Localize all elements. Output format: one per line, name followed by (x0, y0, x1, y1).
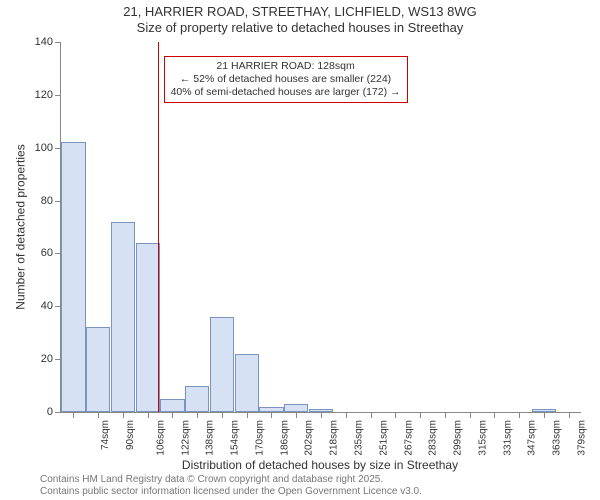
x-tick (73, 412, 74, 418)
x-tick-label: 251sqm (378, 420, 389, 456)
chart-title-line1: 21, HARRIER ROAD, STREETHAY, LICHFIELD, … (0, 4, 600, 20)
y-tick-label: 80 (23, 195, 53, 207)
chart-title-line2: Size of property relative to detached ho… (0, 20, 600, 35)
x-tick (445, 412, 446, 418)
x-tick-label: 90sqm (125, 420, 136, 450)
x-tick-label: 299sqm (453, 420, 464, 456)
footer-attribution: Contains HM Land Registry data © Crown c… (40, 474, 580, 498)
x-tick (494, 412, 495, 418)
histogram-bar (111, 222, 135, 412)
y-tick (55, 359, 61, 360)
x-tick-label: 106sqm (155, 420, 166, 456)
y-tick (55, 201, 61, 202)
x-tick-label: 267sqm (403, 420, 414, 456)
histogram-bar (185, 386, 209, 412)
x-tick-label: 138sqm (205, 420, 216, 456)
y-tick-label: 20 (23, 353, 53, 365)
x-axis-title: Distribution of detached houses by size … (60, 458, 580, 472)
y-tick (55, 412, 61, 413)
y-tick-label: 40 (23, 300, 53, 312)
x-tick-label: 283sqm (428, 420, 439, 456)
x-tick (222, 412, 223, 418)
x-tick-label: 74sqm (100, 420, 111, 450)
histogram-bar (136, 243, 160, 412)
y-tick (55, 306, 61, 307)
y-tick-label: 120 (23, 89, 53, 101)
x-tick (98, 412, 99, 418)
y-tick-label: 140 (23, 36, 53, 48)
x-tick-label: 315sqm (477, 420, 488, 456)
reference-line (158, 42, 159, 412)
x-tick (123, 412, 124, 418)
x-tick-label: 331sqm (502, 420, 513, 456)
x-tick (197, 412, 198, 418)
x-tick (247, 412, 248, 418)
y-tick-label: 60 (23, 247, 53, 259)
x-tick-label: 154sqm (230, 420, 241, 456)
histogram-bar (61, 142, 85, 412)
x-tick (395, 412, 396, 418)
y-tick (55, 253, 61, 254)
reference-box-line: 21 HARRIER ROAD: 128sqm (171, 60, 401, 73)
x-tick-label: 363sqm (552, 420, 563, 456)
x-tick (569, 412, 570, 418)
reference-box-line: 40% of semi-detached houses are larger (… (171, 86, 401, 99)
x-tick (172, 412, 173, 418)
x-tick-label: 347sqm (527, 420, 538, 456)
histogram-bar (235, 354, 259, 412)
histogram-bar (284, 404, 308, 412)
histogram-bar (309, 409, 333, 412)
chart-plot-area: 02040608010012014074sqm90sqm106sqm122sqm… (60, 42, 581, 413)
x-tick (296, 412, 297, 418)
histogram-bar (160, 399, 184, 412)
y-tick (55, 95, 61, 96)
histogram-bar (532, 409, 556, 412)
reference-annotation-box: 21 HARRIER ROAD: 128sqm← 52% of detached… (164, 56, 408, 103)
x-tick-label: 379sqm (576, 420, 587, 456)
y-tick (55, 148, 61, 149)
histogram-bar (259, 407, 283, 412)
x-tick (271, 412, 272, 418)
x-tick (470, 412, 471, 418)
histogram-bar (86, 327, 110, 412)
x-tick-label: 186sqm (279, 420, 290, 456)
x-tick-label: 122sqm (180, 420, 191, 456)
x-tick (371, 412, 372, 418)
y-tick-label: 100 (23, 142, 53, 154)
x-tick (519, 412, 520, 418)
x-tick-label: 235sqm (354, 420, 365, 456)
reference-box-line: ← 52% of detached houses are smaller (22… (171, 73, 401, 86)
x-tick-label: 170sqm (255, 420, 266, 456)
x-tick (346, 412, 347, 418)
x-tick (420, 412, 421, 418)
y-tick (55, 42, 61, 43)
x-tick (321, 412, 322, 418)
x-tick (148, 412, 149, 418)
x-tick (544, 412, 545, 418)
y-tick-label: 0 (23, 406, 53, 418)
x-tick-label: 202sqm (304, 420, 315, 456)
x-tick-label: 218sqm (329, 420, 340, 456)
histogram-bar (210, 317, 234, 412)
